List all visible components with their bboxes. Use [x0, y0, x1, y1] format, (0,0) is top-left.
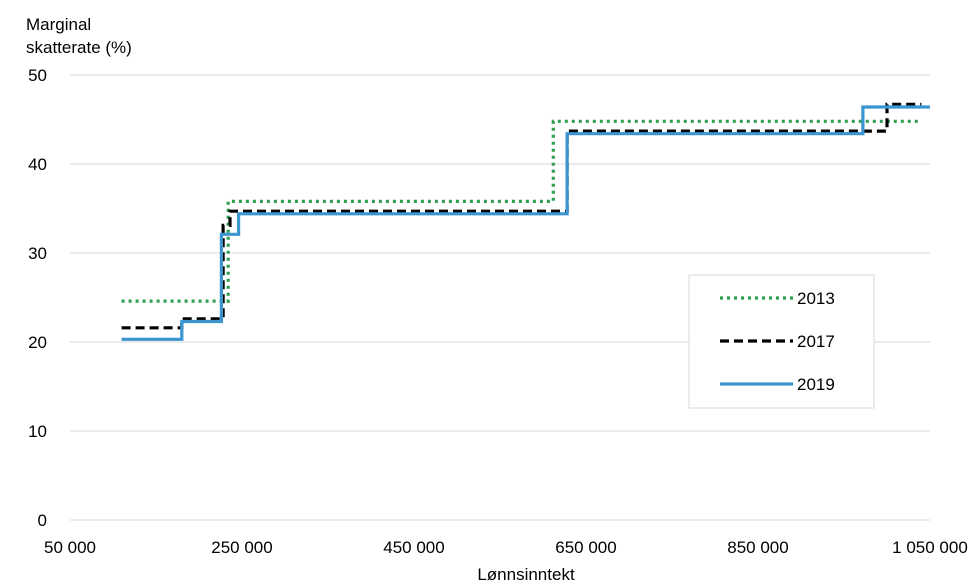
x-tick-label: 650 000: [555, 538, 616, 557]
y-tick-label: 30: [28, 244, 47, 263]
y-tick-label: 40: [28, 155, 47, 174]
series-lines: [121, 102, 930, 341]
series-line-2017: [121, 102, 922, 330]
y-tick-label: 0: [38, 511, 47, 530]
x-tick-label: 250 000: [211, 538, 272, 557]
x-tick-label: 1 050 000: [892, 538, 968, 557]
series-line-2019: [121, 105, 930, 341]
x-axis-title: Lønnsinntekt: [477, 565, 575, 584]
gridlines: [70, 74, 930, 521]
y-axis-title-line1: Marginal: [26, 15, 91, 34]
y-axis-title-line2: skatterate (%): [26, 38, 132, 57]
legend-label-2013: 2013: [797, 289, 835, 308]
legend-label-2019: 2019: [797, 375, 835, 394]
y-tick-label: 20: [28, 333, 47, 352]
y-tick-labels: 0 10 20 30 40 50: [28, 66, 47, 530]
x-tick-label: 50 000: [44, 538, 96, 557]
x-tick-label: 850 000: [727, 538, 788, 557]
series-line-2013: [121, 119, 922, 303]
y-tick-label: 10: [28, 422, 47, 441]
y-tick-label: 50: [28, 66, 47, 85]
x-tick-label: 450 000: [383, 538, 444, 557]
legend-label-2017: 2017: [797, 332, 835, 351]
legend: 2013 2017 2019: [688, 274, 875, 409]
x-tick-labels: 50 000 250 000 450 000 650 000 850 000 1 050 …: [44, 538, 968, 557]
